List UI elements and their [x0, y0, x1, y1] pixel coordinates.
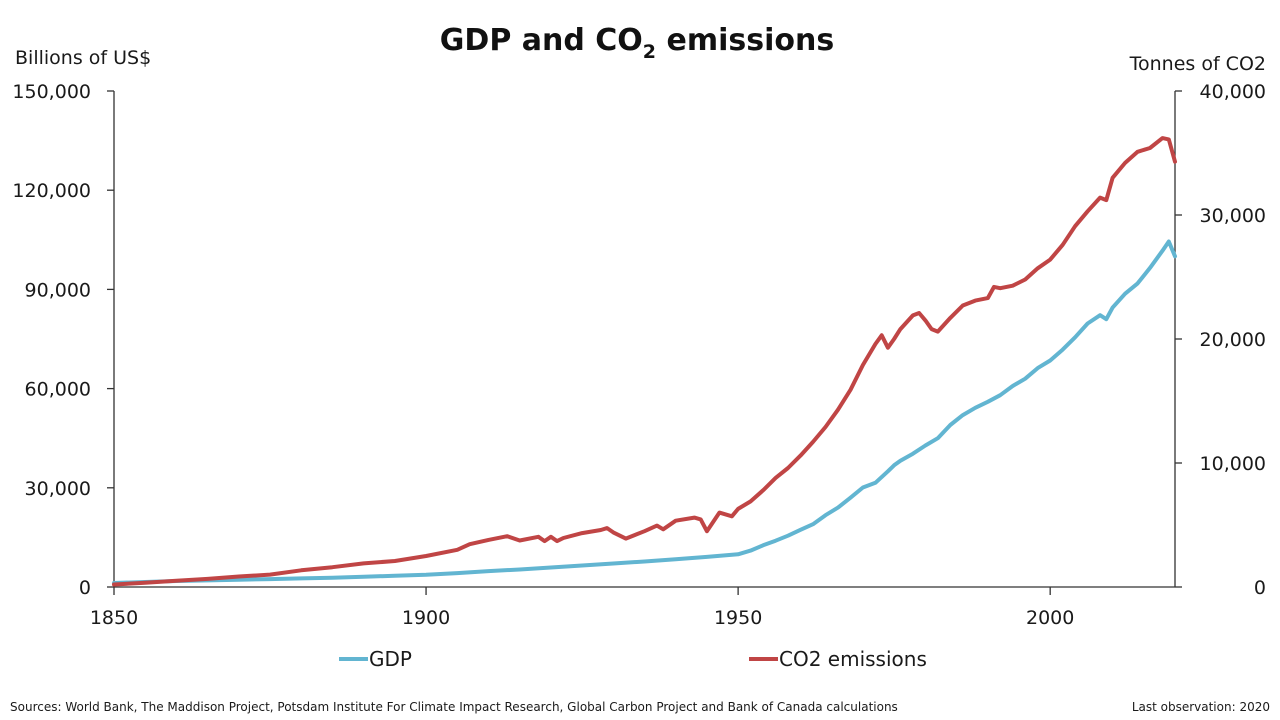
right-tick-label: 40,000	[1200, 81, 1266, 103]
series-lines	[112, 136, 1177, 587]
chart-title: GDP and CO2 emissions	[440, 23, 834, 63]
x-tick-label: 1850	[90, 607, 138, 629]
left-tick-label: 90,000	[25, 279, 91, 301]
left-tick-label: 60,000	[25, 379, 91, 401]
footnote-last-observation: Last observation: 2020	[1132, 700, 1270, 714]
left-tick-label: 120,000	[12, 180, 91, 202]
right-tick-label: 30,000	[1200, 205, 1266, 227]
left-tick-label: 30,000	[25, 478, 91, 500]
chart-title-suffix: emissions	[656, 23, 834, 58]
right-tick-label: 10,000	[1200, 453, 1266, 475]
legend-label-co2: CO2 emissions	[779, 647, 927, 671]
series-line-gdp	[112, 239, 1177, 585]
right-axis-unit-label: Tonnes of CO2	[1129, 53, 1266, 75]
left-tick-label: 150,000	[12, 81, 91, 103]
x-tick-label: 1950	[714, 607, 762, 629]
right-axis-ticks: 0 10,000 20,000 30,000 40,000	[1175, 81, 1266, 599]
chart-title-prefix: GDP and CO	[440, 23, 643, 58]
right-tick-label: 0	[1254, 577, 1266, 599]
left-axis-ticks: 0 30,000 60,000 90,000 120,000 150,000	[12, 81, 114, 599]
x-tick-label: 1900	[402, 607, 450, 629]
legend-label-gdp: GDP	[369, 647, 412, 671]
x-tick-label: 2000	[1026, 607, 1074, 629]
chart-title-subscript: 2	[643, 41, 656, 63]
left-tick-label: 0	[79, 577, 91, 599]
left-axis-unit-label: Billions of US$	[15, 47, 151, 69]
footnote-sources: Sources: World Bank, The Maddison Projec…	[10, 700, 898, 714]
legend: GDP CO2 emissions	[339, 647, 927, 671]
right-tick-label: 20,000	[1200, 329, 1266, 351]
series-line-co2-emissions	[112, 136, 1177, 587]
x-axis-ticks: 1850 1900 1950 2000	[90, 587, 1074, 629]
